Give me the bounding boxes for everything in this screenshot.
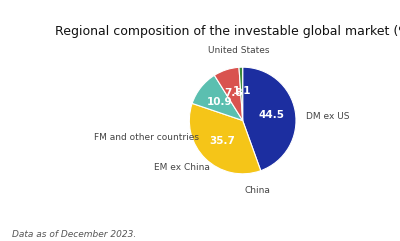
Wedge shape (189, 103, 261, 174)
Text: 10.9: 10.9 (207, 97, 232, 107)
Text: 7.8: 7.8 (224, 87, 243, 98)
Text: Regional composition of the investable global market (%): Regional composition of the investable g… (55, 25, 400, 38)
Text: 44.5: 44.5 (258, 110, 284, 120)
Text: China: China (245, 186, 270, 194)
Text: United States: United States (208, 47, 269, 55)
Text: Data as of December 2023.: Data as of December 2023. (12, 230, 136, 239)
Wedge shape (192, 75, 243, 120)
Wedge shape (214, 67, 243, 120)
Text: 1.1: 1.1 (232, 86, 251, 96)
Text: EM ex China: EM ex China (154, 163, 210, 172)
Text: 35.7: 35.7 (209, 136, 235, 147)
Wedge shape (239, 67, 243, 120)
Text: DM ex US: DM ex US (306, 112, 349, 121)
Text: FM and other countries: FM and other countries (94, 133, 199, 142)
Wedge shape (243, 67, 296, 171)
